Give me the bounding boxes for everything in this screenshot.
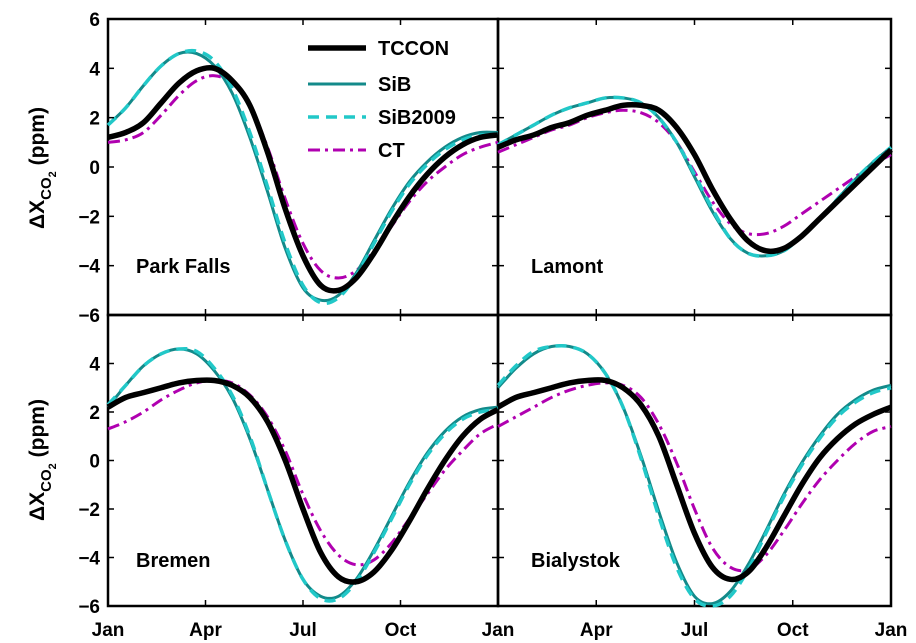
x-tick-label: Apr <box>580 620 613 641</box>
legend-label-sib: SiB <box>378 74 411 96</box>
series-line-sib2009-bialystok <box>496 344 892 608</box>
ylabel-prefix: ΔX <box>26 200 49 229</box>
y-tick-label: −6 <box>78 597 100 618</box>
series-line-tccon-bialystok <box>496 377 893 583</box>
legend-label-sib2009: SiB2009 <box>378 107 456 129</box>
series-line-ct-park-falls <box>107 74 499 280</box>
ylabel-prefix: ΔX <box>26 492 49 521</box>
x-tick-label: Jul <box>289 620 316 641</box>
panel-title-bremen: Bremen <box>136 550 210 572</box>
ylabel-subsub: 2 <box>47 171 59 177</box>
series-line-tccon-park-falls <box>107 64 499 294</box>
x-tick-label: Oct <box>385 620 417 641</box>
x-tick-label: Apr <box>189 620 222 641</box>
legend-label-tccon: TCCON <box>378 38 449 60</box>
y-tick-label: 4 <box>89 59 100 80</box>
panel-title-bialystok: Bialystok <box>531 550 621 572</box>
svg-text:ΔXCO2 (ppm): ΔXCO2 (ppm) <box>26 399 59 521</box>
series-line-tccon-bremen <box>106 377 500 585</box>
y-tick-label: −6 <box>78 306 100 327</box>
y-tick-label: 4 <box>89 355 100 376</box>
svg-text:ΔXCO2 (ppm): ΔXCO2 (ppm) <box>26 107 59 229</box>
y-tick-label: 2 <box>89 403 100 424</box>
ylabel-subsub: 2 <box>47 463 59 469</box>
series-line-tccon-lamont <box>496 101 893 255</box>
y-axis-label-bottom: ΔXCO2 (ppm) <box>26 399 59 521</box>
legend: TCCON SiB SiB2009 CT <box>308 38 456 162</box>
legend-label-ct: CT <box>378 140 405 162</box>
y-tick-label: −2 <box>78 207 100 228</box>
x-tick-label: Jan <box>875 620 908 641</box>
ylabel-sub: CO <box>38 469 55 492</box>
series-line-ct-bialystok <box>497 381 892 573</box>
panel-series-lamont <box>496 95 893 258</box>
ylabel-suffix: (ppm) <box>26 107 49 171</box>
y-axis-label-top: ΔXCO2 (ppm) <box>26 107 59 229</box>
panel-series-bialystok <box>496 344 893 608</box>
x-tick-label: Jan <box>92 620 125 641</box>
series-line-sib-lamont <box>497 95 892 258</box>
y-tick-label: 2 <box>89 109 100 130</box>
ylabel-sub: CO <box>38 177 55 200</box>
y-tick-label: −4 <box>78 257 100 278</box>
panel-title-lamont: Lamont <box>531 256 604 278</box>
y-tick-label: 0 <box>89 452 100 473</box>
panel-series-park-falls <box>106 48 499 306</box>
ylabel-suffix: (ppm) <box>26 399 49 463</box>
y-tick-label: 0 <box>89 158 100 179</box>
y-tick-label: 6 <box>89 10 100 31</box>
series-layer <box>106 48 893 608</box>
y-tick-label: −4 <box>78 549 100 570</box>
x-tick-label: Jul <box>681 620 708 641</box>
x-tick-label: Jan <box>482 620 515 641</box>
y-tick-label: −2 <box>78 500 100 521</box>
panel-title-park-falls: Park Falls <box>136 256 231 278</box>
panel-series-bremen <box>106 346 500 603</box>
series-line-sib2009-bremen <box>106 346 499 603</box>
series-line-sib2009-park-falls <box>106 48 499 306</box>
x-tick-label: Oct <box>777 620 809 641</box>
series-line-ct-bremen <box>107 378 499 567</box>
